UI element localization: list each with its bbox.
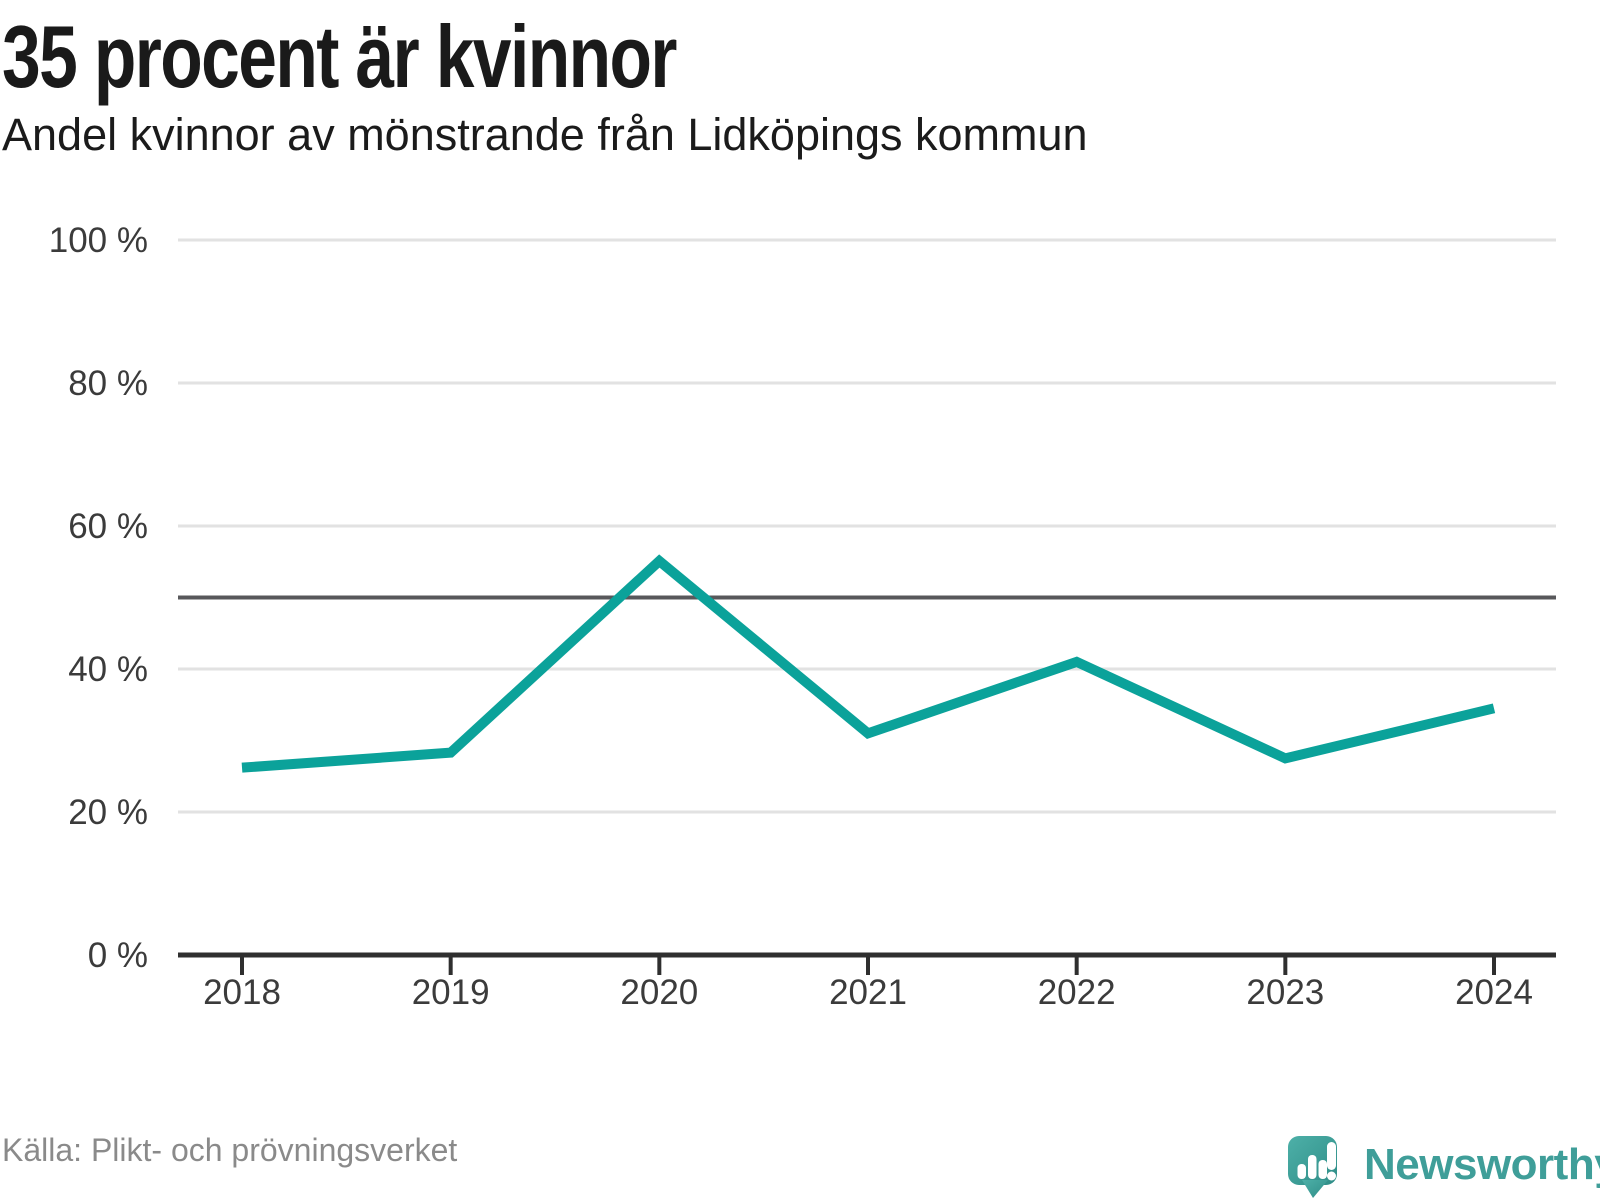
chart-title: 35 procent är kvinnor [2, 7, 677, 106]
newsworthy-logo-text: Newsworthy [1364, 1140, 1600, 1189]
chart-subtitle: Andel kvinnor av mönstrande från Lidköpi… [2, 109, 1088, 160]
y-tick-label: 20 % [68, 793, 148, 832]
x-tick-label: 2020 [620, 973, 698, 1012]
x-tick-label: 2023 [1246, 973, 1324, 1012]
y-tick-label: 100 % [49, 221, 148, 260]
newsworthy-logo: Newsworthy [1286, 1134, 1600, 1200]
source-note: Källa: Plikt- och prövningsverket [2, 1132, 458, 1168]
newsworthy-logo-icon [1288, 1136, 1337, 1198]
x-tick-label: 2024 [1455, 973, 1533, 1012]
y-tick-label: 40 % [68, 650, 148, 689]
x-tick-label: 2021 [829, 973, 907, 1012]
data-line [241, 554, 1496, 773]
x-tick-label: 2018 [203, 973, 281, 1012]
x-tick-label: 2022 [1038, 973, 1116, 1012]
bar-chart-glyph [1297, 1142, 1336, 1181]
y-tick-label: 80 % [68, 364, 148, 403]
x-tick-label: 2019 [412, 973, 490, 1012]
y-tick-label: 0 % [88, 936, 148, 975]
y-tick-label: 60 % [68, 507, 148, 546]
